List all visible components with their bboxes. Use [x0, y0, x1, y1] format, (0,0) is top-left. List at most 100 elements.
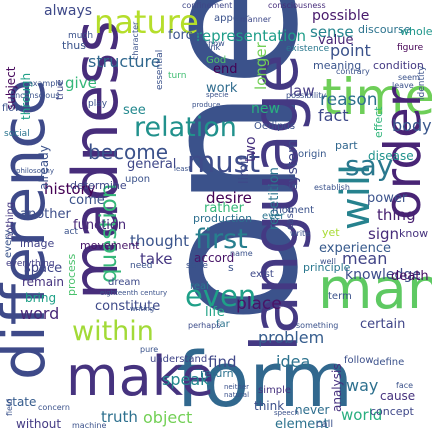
word-truth: truth [101, 408, 138, 426]
word-image: image [20, 237, 55, 250]
word-know: know [399, 227, 429, 240]
word-discourse: discourse [358, 23, 411, 36]
word-find: find [208, 353, 237, 371]
word-far: far [216, 319, 230, 330]
word-life: life [205, 305, 225, 320]
word-new: new [251, 101, 280, 117]
word-writing: writing [130, 305, 155, 313]
word-first: first [195, 224, 248, 255]
word-part: part [335, 139, 358, 152]
word-God: God [206, 55, 227, 66]
word-appear: appear [214, 13, 250, 24]
word-idea: idea [276, 352, 311, 371]
word-well: well [320, 257, 336, 266]
word-system: system [285, 139, 301, 190]
word-principle: principle [303, 261, 351, 274]
word-show: show [204, 39, 225, 48]
word-experience: experience [319, 241, 392, 256]
word-upon: upon [125, 174, 151, 185]
word-certain: certain [360, 317, 406, 332]
word-understand: understand [150, 354, 208, 365]
word-power: power [367, 191, 408, 206]
word-possibility: possibility [286, 91, 327, 100]
word-give: give [65, 74, 97, 92]
word-must: must [187, 145, 261, 179]
word-sense: sense [310, 23, 354, 41]
word-manner: manner [240, 15, 272, 24]
word-form: form [176, 335, 354, 424]
word-figure: figure [397, 43, 424, 53]
word-space: space [24, 261, 63, 276]
word-sign: sign [368, 225, 400, 243]
word-think: think [254, 399, 285, 413]
word-thought: thought [130, 232, 189, 250]
word-define: define [373, 357, 405, 368]
word-come: come [69, 193, 105, 208]
word-face: face [396, 381, 414, 390]
word-call: call [316, 419, 334, 430]
word-function: function [73, 218, 127, 233]
word-relation: relation [134, 112, 237, 143]
word-pure: pure [140, 345, 159, 354]
word-yet: yet [322, 226, 340, 239]
word-object: object [143, 408, 193, 427]
word-longer: longer [252, 42, 270, 90]
word-term: term [328, 291, 352, 302]
word-unconscious: unconscious [10, 91, 60, 100]
word-everything: everything [6, 259, 55, 269]
word-structure: structure [88, 52, 161, 71]
word-thing: thing [377, 206, 416, 224]
word-write: write [290, 229, 311, 238]
word-reason: reason [320, 90, 378, 110]
word-exist: exist [250, 269, 274, 280]
word-process: process [65, 253, 78, 296]
word-even: even [185, 279, 257, 313]
word-state: state [6, 395, 37, 409]
word-moment: moment [272, 205, 315, 216]
word-philosophy: philosophy [16, 167, 55, 175]
word-never: never [295, 403, 330, 417]
word-essential: essential [155, 49, 165, 90]
word-whole: whole [400, 25, 432, 38]
word-Oedipus: Oedipus [254, 121, 296, 132]
word-end: end [213, 62, 238, 77]
word-social: social [4, 129, 30, 139]
word-concern: concern [38, 403, 70, 412]
word-within: within [72, 316, 154, 347]
word-problem: problem [258, 328, 325, 347]
word-machine: machine [72, 421, 107, 430]
word-eighteenth-century: eighteenth century [100, 289, 168, 297]
word-knowledge: knowledge [345, 267, 421, 283]
word-take: take [140, 250, 173, 268]
word-place: place [236, 294, 282, 314]
word-body: body [392, 116, 432, 135]
word-character: character [131, 21, 140, 60]
word-perhaps: perhaps [188, 321, 221, 330]
word-general: general [127, 157, 177, 172]
word-remain: remain [22, 275, 65, 289]
word-accord: accord [194, 251, 235, 265]
word-dream: dream [108, 277, 141, 288]
word-representation: representation [196, 27, 307, 45]
word-act: act [64, 227, 78, 237]
word-rather: rather [204, 201, 244, 216]
word-constitute: constitute [95, 299, 161, 314]
word-least: least [174, 165, 191, 173]
word-element: element [275, 417, 329, 432]
word-link: link [206, 43, 221, 52]
word-possible: possible [312, 8, 370, 24]
word-fact: fact [318, 106, 349, 125]
word-return: return [200, 367, 234, 380]
word-meaning: meaning [313, 59, 362, 72]
word-s: s [228, 261, 234, 274]
word-effect: effect [372, 106, 385, 138]
word-mean: mean [342, 249, 388, 268]
word-man: man [318, 257, 432, 322]
word-existence: existence [286, 44, 330, 54]
word-case: case [285, 207, 296, 230]
word-need: need [130, 261, 153, 271]
word-follow: follow [344, 355, 374, 366]
word-history: history [44, 180, 96, 198]
word-always: always [44, 3, 93, 19]
